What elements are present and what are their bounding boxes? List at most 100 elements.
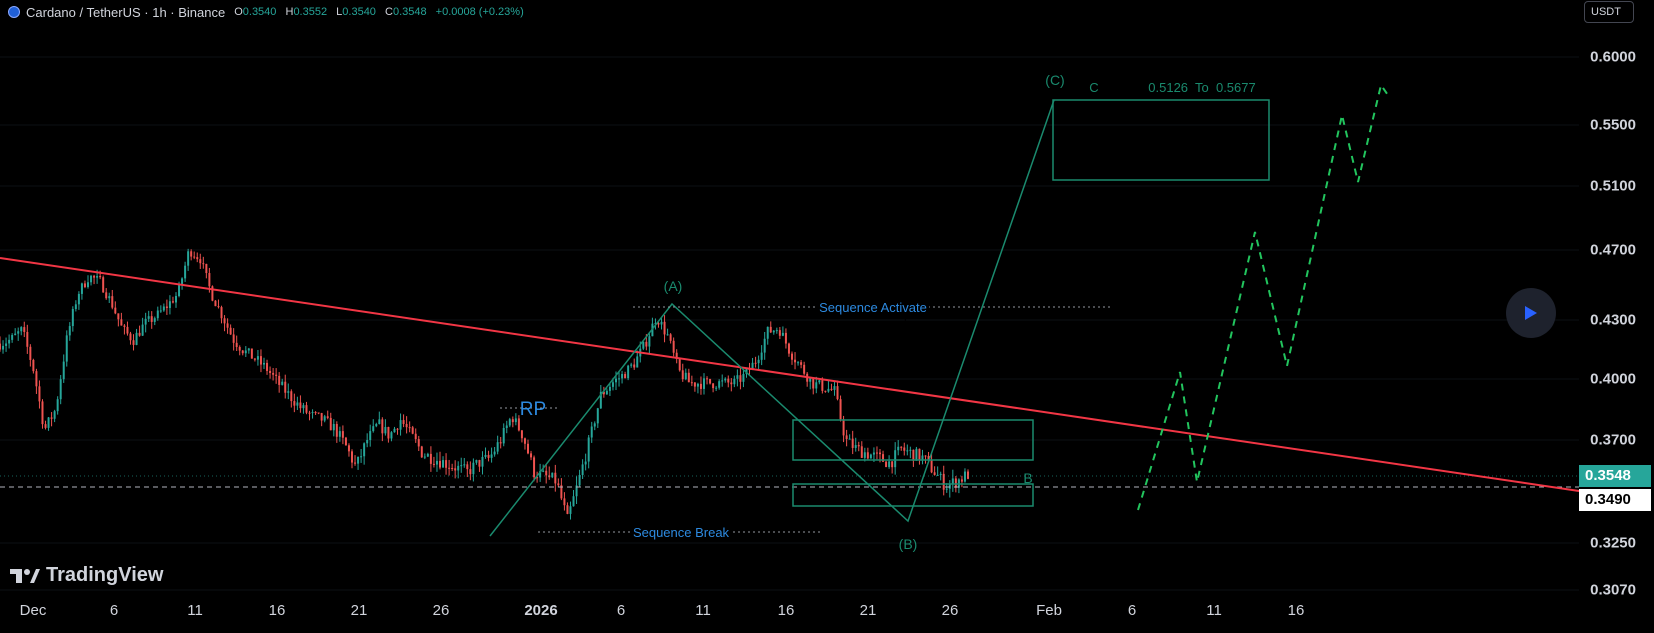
candle-body	[311, 412, 314, 414]
candle-body	[135, 332, 138, 345]
candle-body	[560, 485, 563, 499]
candle-body	[147, 316, 150, 319]
change-value: +0.0008 (+0.23%)	[435, 6, 524, 18]
candle-body	[584, 461, 587, 465]
candle-body	[247, 348, 250, 351]
candle-body	[320, 413, 323, 421]
candle-body	[241, 350, 244, 354]
candle-body	[417, 439, 420, 447]
candle-body	[366, 439, 369, 444]
candle-body	[954, 478, 957, 488]
close-key: C	[385, 6, 393, 18]
candle-body	[232, 334, 235, 343]
candle-body	[797, 362, 800, 364]
candle-body	[354, 462, 357, 464]
time-axis-label: 6	[616, 602, 626, 619]
current-price-tag: 0.3548	[1579, 465, 1651, 487]
candle-body	[712, 383, 715, 389]
candle-body	[35, 371, 38, 387]
target-c-label: C	[1089, 80, 1098, 95]
candle-body	[402, 420, 405, 424]
candle-body	[29, 346, 32, 360]
candle-body	[99, 276, 102, 278]
candle-body	[308, 412, 311, 414]
candle-body	[108, 296, 111, 299]
candle-body	[56, 399, 59, 412]
candle-body	[466, 464, 469, 470]
candle-body	[672, 340, 675, 353]
candle-body	[244, 350, 247, 354]
candle-body	[432, 463, 435, 465]
candle-body	[408, 427, 411, 429]
candle-body	[530, 453, 533, 458]
cardano-coin-icon	[8, 6, 20, 18]
candle-body	[842, 419, 845, 436]
candle-body	[281, 381, 284, 385]
candle-body	[596, 408, 599, 424]
candle-body	[199, 259, 202, 264]
candle-body	[296, 402, 299, 406]
candle-body	[138, 332, 141, 336]
wave-c-label: (C)	[1045, 72, 1064, 88]
candle-body	[739, 375, 742, 382]
candle-body	[256, 356, 259, 360]
candle-body	[153, 318, 156, 322]
candle-body	[599, 391, 602, 409]
candle-body	[59, 379, 62, 400]
candle-body	[96, 276, 99, 278]
candle-body	[390, 432, 393, 439]
candle-body	[897, 446, 900, 451]
candle-body	[299, 402, 302, 409]
candle-body	[5, 343, 8, 346]
time-axis-label: 16	[777, 602, 795, 619]
replay-button[interactable]	[1506, 288, 1556, 338]
tradingview-logo-text: TradingView	[46, 564, 164, 586]
candle-body	[930, 459, 933, 473]
candle-body	[781, 332, 784, 336]
candle-body	[293, 401, 296, 406]
symbol-title[interactable]: Cardano / TetherUS · 1h · Binance	[26, 4, 226, 20]
candle-body	[836, 386, 839, 400]
candle-body	[548, 475, 551, 478]
candle-body	[845, 435, 848, 440]
candle-body	[730, 382, 733, 385]
candle-body	[323, 416, 326, 421]
candle-body	[669, 334, 672, 341]
candle-body	[369, 431, 372, 440]
candle-body	[14, 333, 17, 336]
candle-body	[684, 372, 687, 380]
candle-body	[824, 390, 827, 392]
candle-body	[803, 364, 806, 374]
candle-body	[863, 452, 866, 458]
box-b-label: B	[1023, 470, 1032, 486]
time-axis-label: 2026	[524, 602, 558, 619]
candle-body	[223, 318, 226, 324]
candle-body	[287, 391, 290, 393]
candle-body	[338, 431, 341, 437]
candle-body	[263, 362, 265, 365]
candle-body	[578, 474, 581, 486]
candle-body	[557, 483, 560, 486]
candle-body	[129, 333, 132, 341]
candle-body	[387, 426, 390, 439]
currency-button[interactable]: USDT	[1584, 1, 1634, 23]
candle-body	[545, 470, 548, 476]
candle-body	[839, 399, 842, 420]
low-value: 0.3540	[342, 6, 376, 18]
candle-body	[815, 382, 818, 389]
candle-body	[317, 412, 320, 414]
candle-body	[533, 457, 536, 478]
candle-body	[71, 309, 74, 327]
price-axis-label: 0.4700	[1590, 241, 1636, 259]
candle-body	[114, 307, 117, 314]
candle-body	[848, 438, 851, 440]
wave-a-label: (A)	[664, 278, 683, 294]
candle-body	[536, 477, 539, 479]
candle-body	[888, 461, 891, 467]
candle-body	[915, 448, 918, 461]
candle-body	[448, 467, 451, 469]
candle-body	[272, 372, 275, 375]
tradingview-logo[interactable]: TradingView	[10, 564, 163, 587]
candle-body	[809, 378, 812, 382]
